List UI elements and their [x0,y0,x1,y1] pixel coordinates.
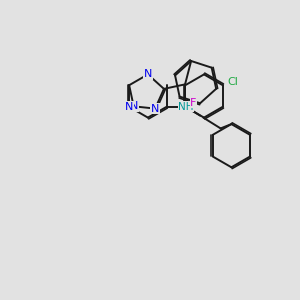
Text: NH: NH [178,102,194,112]
Text: F: F [190,98,196,108]
Text: Cl: Cl [227,77,238,87]
Text: N: N [125,102,134,112]
Text: N: N [151,103,159,114]
Text: N: N [130,101,138,111]
Text: N: N [144,69,152,80]
